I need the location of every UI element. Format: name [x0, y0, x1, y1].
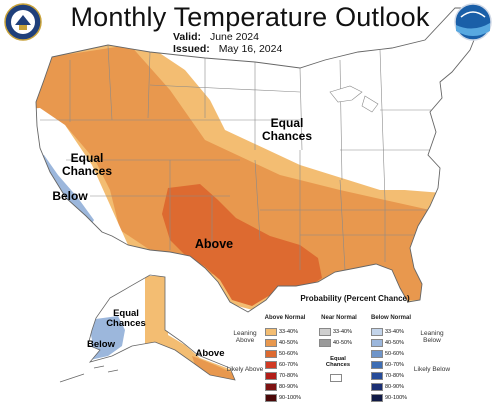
legend-below-swatch [371, 361, 383, 369]
doc-seal-icon [4, 3, 42, 41]
great-lakes [329, 85, 379, 113]
legend-below-swatch-label: 90-100% [385, 395, 408, 401]
conus-outline [35, 7, 479, 313]
label-equal-chances-california: Equal Chances [61, 151, 113, 178]
issued-date: Issued: May 16, 2024 [173, 43, 282, 55]
legend-likely-below: Likely Below [413, 366, 451, 373]
label-below-alaska: Below [87, 339, 115, 350]
legend-near-swatch [319, 339, 331, 347]
legend-below-swatch-label: 40-50% [385, 340, 404, 346]
aleutian-islands [59, 365, 119, 383]
legend-equal-chances: Equal Chances [325, 356, 351, 369]
legend-near-swatch [319, 328, 331, 336]
valid-value: June 2024 [209, 31, 259, 43]
legend-above-swatch-label: 90-100% [279, 395, 302, 401]
issued-value: May 16, 2024 [218, 43, 283, 55]
issued-label: Issued: [173, 43, 210, 55]
legend-above-swatch [265, 339, 277, 347]
legend-above-swatch [265, 394, 277, 402]
legend-above-swatch [265, 372, 277, 380]
legend-below-swatch-label: 70-80% [385, 373, 404, 379]
page-title: Monthly Temperature Outlook [70, 2, 430, 32]
legend-likely-above: Likely Above [226, 366, 264, 373]
legend-below-swatch-label: 60-70% [385, 362, 404, 368]
legend-below-swatch-label: 50-60% [385, 351, 404, 357]
state-borders [40, 45, 440, 271]
legend-below-swatch [371, 328, 383, 336]
legend-below-swatch [371, 383, 383, 391]
legend-above-swatch-label: 70-80% [279, 373, 298, 379]
legend-above-swatch-label: 50-60% [279, 351, 298, 357]
label-above-texas: Above [194, 237, 234, 251]
legend-above-swatch [265, 350, 277, 358]
noaa-logo-icon [454, 3, 492, 41]
legend-above-swatch-label: 80-90% [279, 384, 298, 390]
legend-above-swatch [265, 361, 277, 369]
legend-below-swatch-label: 33-40% [385, 329, 404, 335]
legend-below-swatch [371, 350, 383, 358]
legend-below-swatch [371, 394, 383, 402]
alaska-outline [87, 274, 236, 381]
legend-below-swatch [371, 339, 383, 347]
legend-above-swatch-label: 60-70% [279, 362, 298, 368]
legend-equal-chances-swatch [330, 374, 342, 382]
legend-below-swatch [371, 372, 383, 380]
legend-above-swatch-label: 40-50% [279, 340, 298, 346]
legend-leaning-above: Leaning Above [233, 330, 257, 345]
legend-title: Probability (Percent Chance) [300, 294, 410, 303]
label-equal-chances-northeast: Equal Chances [262, 116, 313, 143]
valid-date: Valid: June 2024 [173, 31, 259, 43]
legend-above-header: Above Normal [264, 315, 306, 321]
legend-above-swatch-label: 33-40% [279, 329, 298, 335]
legend-below-swatch-label: 80-90% [385, 384, 404, 390]
label-below-california: Below [52, 189, 88, 203]
legend-above-swatch [265, 328, 277, 336]
valid-label: Valid: [173, 31, 202, 43]
label-equal-chances-alaska: Equal Chances [106, 308, 146, 329]
label-above-alaska: Above [195, 348, 225, 359]
legend-below-header: Below Normal [370, 315, 411, 321]
legend-near-header: Near Normal [321, 315, 357, 321]
legend-above-swatch [265, 383, 277, 391]
legend-leaning-below: Leaning Below [420, 330, 444, 345]
legend-near-swatch-label: 40-50% [333, 340, 352, 346]
legend-near-swatch-label: 33-40% [333, 329, 352, 335]
